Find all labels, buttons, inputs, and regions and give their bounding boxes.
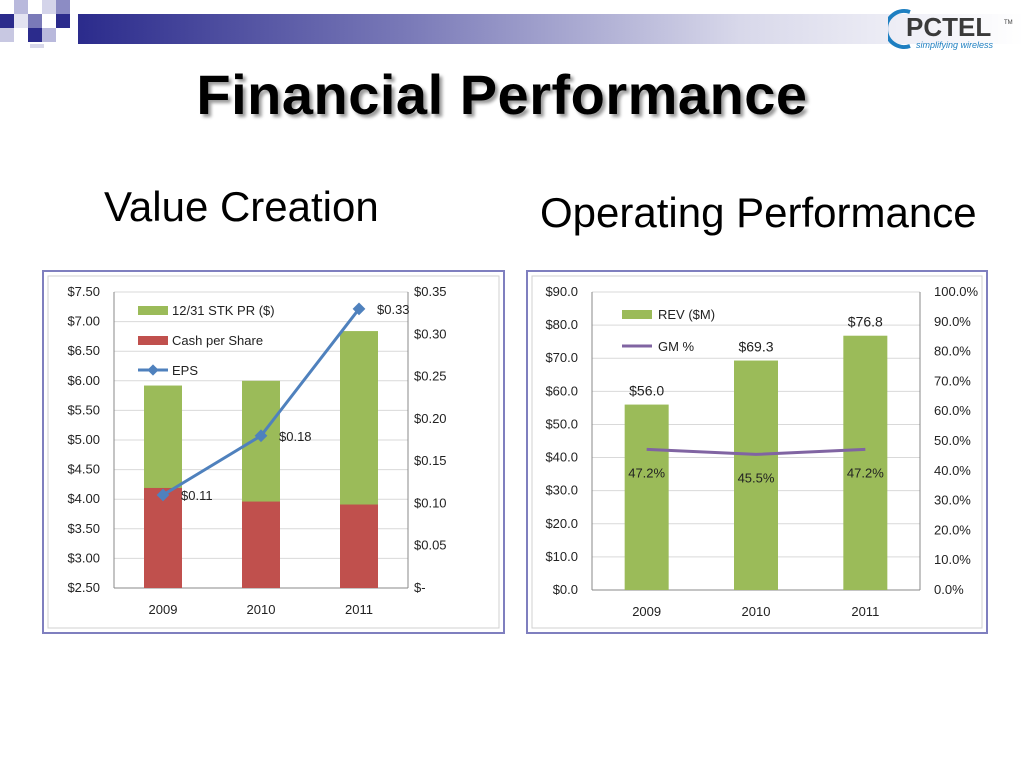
y-tick-label: $20.0 (545, 516, 578, 531)
y-tick-label: $7.00 (67, 314, 100, 329)
bar-cash-per-share (144, 487, 182, 588)
x-tick-label: 2011 (345, 602, 373, 617)
x-tick-label: 2011 (851, 604, 879, 619)
legend-swatch-stock-price (138, 306, 168, 315)
gm-data-label: 45.5% (738, 470, 775, 485)
x-tick-label: 2009 (149, 602, 178, 617)
bar-revenue (624, 404, 669, 590)
x-tick-label: 2010 (742, 604, 771, 619)
y2-tick-label: 100.0% (934, 284, 979, 299)
y-tick-label: $30.0 (545, 483, 578, 498)
gm-data-label: 47.2% (847, 465, 884, 480)
y-tick-label: $0.0 (553, 582, 578, 597)
legend-swatch-revenue (622, 310, 652, 319)
x-tick-label: 2010 (247, 602, 276, 617)
y-tick-label: $6.00 (67, 373, 100, 388)
y-tick-label: $40.0 (545, 450, 578, 465)
y-tick-label: $4.00 (67, 491, 100, 506)
y2-tick-label: $0.20 (414, 411, 447, 426)
logo-tagline: simplifying wireless (916, 40, 994, 50)
legend-label-cash-per-share: Cash per Share (172, 333, 263, 348)
y-tick-label: $5.00 (67, 432, 100, 447)
bar-cash-per-share (340, 504, 378, 588)
y2-tick-label: $0.35 (414, 284, 447, 299)
top-decoration-bar (0, 0, 1024, 48)
bar-cash-per-share (242, 501, 280, 588)
y-tick-label: $60.0 (545, 383, 578, 398)
eps-data-label: $0.18 (279, 429, 312, 444)
revenue-data-label: $69.3 (738, 339, 773, 355)
right-subtitle: Operating Performance (540, 189, 977, 236)
y-tick-label: $3.00 (67, 550, 100, 565)
y-tick-label: $2.50 (67, 580, 100, 595)
y-tick-label: $3.50 (67, 521, 100, 536)
y2-tick-label: 90.0% (934, 314, 971, 329)
y2-tick-label: 80.0% (934, 344, 971, 359)
eps-data-label: $0.33 (377, 302, 410, 317)
y2-tick-label: $0.25 (414, 369, 447, 384)
y-tick-label: $10.0 (545, 549, 578, 564)
bar-revenue (843, 335, 888, 590)
y2-tick-label: $- (414, 580, 426, 595)
y-tick-label: $90.0 (545, 284, 578, 299)
gm-line (646, 447, 866, 456)
revenue-data-label: $56.0 (629, 383, 664, 399)
value-creation-chart: $7.50 $7.00 $6.50 $6.00 $5.50 $5.00 $4.50 $4.00… (47, 275, 500, 629)
y-tick-label: $5.50 (67, 402, 100, 417)
y2-tick-label: 0.0% (934, 582, 964, 597)
y2-tick-label: 50.0% (934, 433, 971, 448)
operating-performance-chart: $90.0 $80.0 $70.0 $60.0 $50.0 $40.0 $30.0 $20.0… (531, 275, 983, 629)
y-tick-label: $4.50 (67, 462, 100, 477)
y2-tick-label: $0.30 (414, 326, 447, 341)
logo-tm: TM (1004, 20, 1013, 26)
left-subtitle: Value Creation (104, 183, 379, 230)
y2-tick-label: $0.15 (414, 453, 447, 468)
eps-point (254, 429, 268, 443)
y2-tick-label: 60.0% (934, 403, 971, 418)
x-tick-label: 2009 (632, 604, 661, 619)
y2-tick-label: 30.0% (934, 493, 971, 508)
slide-title: Financial Performance (196, 63, 808, 126)
legend-label-eps: EPS (172, 363, 198, 378)
logo-name: PCTEL (906, 12, 991, 42)
revenue-data-label: $76.8 (848, 314, 883, 330)
y-tick-label: $6.50 (67, 343, 100, 358)
gm-data-label: 47.2% (628, 465, 665, 480)
bar-revenue (734, 360, 778, 590)
value-creation-chart-frame: $7.50 $7.00 $6.50 $6.00 $5.50 $5.00 $4.50 $4.00… (42, 270, 505, 634)
y2-tick-label: $0.05 (414, 538, 447, 553)
y2-tick-label: 10.0% (934, 552, 971, 567)
legend-label-revenue: REV ($M) (658, 307, 715, 322)
y2-tick-label: 20.0% (934, 522, 971, 537)
pctel-logo: PCTEL TM simplifying wireless (888, 9, 1013, 50)
eps-point (156, 488, 170, 502)
y2-tick-label: $0.10 (414, 495, 447, 510)
y2-tick-label: 70.0% (934, 373, 971, 388)
legend-label-gm: GM % (658, 339, 695, 354)
y-tick-label: $50.0 (545, 416, 578, 431)
legend-swatch-cash-per-share (138, 336, 168, 345)
y2-tick-label: 40.0% (934, 463, 971, 478)
y-tick-label: $80.0 (545, 317, 578, 332)
operating-performance-chart-frame: $90.0 $80.0 $70.0 $60.0 $50.0 $40.0 $30.0 $20.0… (526, 270, 988, 634)
y-tick-label: $7.50 (67, 284, 100, 299)
y-tick-label: $70.0 (545, 350, 578, 365)
legend-label-stock-price: 12/31 STK PR ($) (172, 303, 275, 318)
eps-data-label: $0.11 (181, 488, 213, 503)
